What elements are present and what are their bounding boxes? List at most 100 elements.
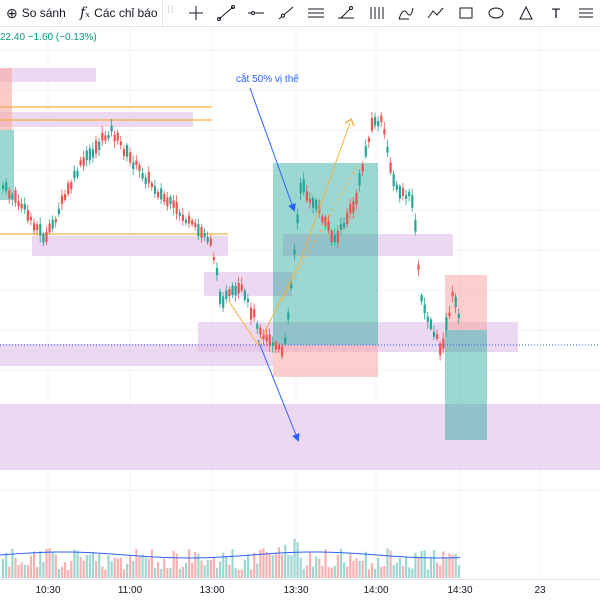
- fib-retracement-tool-icon[interactable]: [365, 3, 387, 23]
- candle-body: [299, 183, 302, 194]
- volume-bar: [194, 552, 197, 578]
- candle-body: [231, 285, 234, 295]
- candle-body: [333, 234, 336, 243]
- candle-body: [54, 218, 57, 223]
- volume-bar: [141, 554, 144, 578]
- volume-bar: [277, 547, 281, 578]
- volume-bar: [172, 550, 175, 578]
- projection-dashed: [281, 164, 359, 301]
- candle-body: [240, 284, 243, 291]
- parallel-channel-tool-icon[interactable]: [305, 3, 327, 23]
- candle-body: [436, 334, 439, 339]
- volume-bar: [426, 569, 429, 578]
- candle-body: [401, 188, 405, 196]
- volume-bar: [308, 552, 312, 578]
- volume-bar: [439, 565, 442, 578]
- volume-bar: [445, 557, 448, 578]
- candle-body: [181, 214, 184, 221]
- ray-tool-icon[interactable]: [275, 3, 297, 23]
- candle-body: [200, 227, 203, 238]
- volume-bar: [29, 555, 33, 578]
- settings-list-icon[interactable]: [575, 3, 597, 23]
- ellipse-tool-icon[interactable]: [485, 3, 507, 23]
- candle-body: [405, 195, 408, 199]
- horizontal-line-tool-icon[interactable]: [245, 3, 267, 23]
- candle-body: [169, 196, 172, 205]
- candle-body: [383, 128, 386, 135]
- candle-body: [67, 183, 70, 195]
- candle-body: [305, 191, 308, 201]
- candle-body: [11, 194, 14, 200]
- candle-body: [73, 170, 76, 179]
- pitchfork-tool-icon[interactable]: [335, 3, 357, 23]
- candle-body: [417, 264, 420, 270]
- volume-bar: [157, 562, 160, 578]
- position-tools: [0, 106, 600, 440]
- volume-bar: [293, 538, 296, 578]
- volume-bar: [312, 566, 315, 578]
- candle-body: [70, 182, 73, 190]
- candle-body: [98, 141, 101, 150]
- chart-annotation: cắt 50% vị thế: [236, 74, 299, 85]
- volume-bar: [392, 565, 395, 578]
- volume-bar: [48, 548, 51, 578]
- volume-bar: [290, 555, 293, 578]
- rectangle-tool-icon[interactable]: [455, 3, 477, 23]
- volume-bar: [206, 560, 209, 578]
- candle-body: [364, 146, 367, 157]
- volume-bar: [95, 561, 98, 578]
- volume-bar: [188, 549, 191, 578]
- candle-body: [51, 219, 54, 229]
- time-axis-label: 13:00: [199, 585, 225, 596]
- candle-body: [432, 331, 436, 337]
- volume-bar: [259, 549, 262, 578]
- compare-button[interactable]: ⊕ So sánh: [6, 3, 66, 23]
- candle-body: [45, 231, 48, 242]
- time-axis-label: 14:30: [447, 585, 473, 596]
- volume-bar: [5, 552, 8, 578]
- time-axis-label: 10:30: [35, 585, 61, 596]
- volume-bar: [405, 556, 408, 578]
- indicators-button[interactable]: 𝑓ₓ Các chỉ báo: [80, 3, 158, 23]
- volume-bar: [315, 556, 318, 578]
- candle-body: [355, 192, 358, 205]
- candle-body: [327, 221, 330, 232]
- candle-body: [392, 174, 395, 187]
- volume-bar: [305, 565, 308, 578]
- pattern-tool-icon[interactable]: [425, 3, 447, 23]
- candle-body: [262, 333, 265, 340]
- volume-bar: [60, 566, 64, 578]
- volume-bar: [457, 565, 460, 578]
- volume-bar: [414, 552, 417, 578]
- volume-bar: [423, 550, 426, 578]
- volume-bar: [339, 548, 343, 578]
- drag-handle-icon[interactable]: ⁞⁞: [167, 5, 175, 16]
- candle-body: [315, 199, 318, 210]
- candle-body: [91, 149, 95, 158]
- candle-body: [429, 319, 432, 329]
- text-tool-icon[interactable]: T: [545, 3, 567, 23]
- volume-bar: [163, 558, 166, 578]
- triangle-tool-icon[interactable]: [515, 3, 537, 23]
- time-axis[interactable]: 10:30 11:00 13:00 13:30 14:00 14:30 23: [0, 579, 600, 601]
- brush-tool-icon[interactable]: [395, 3, 417, 23]
- crosshair-tool-icon[interactable]: [185, 3, 207, 23]
- volume-bar: [389, 550, 392, 578]
- volume-bar: [367, 569, 370, 578]
- volume-bar: [417, 556, 420, 578]
- volume-bar: [250, 569, 253, 578]
- volume-bar: [265, 552, 268, 578]
- candle-body: [256, 323, 259, 329]
- top-toolbar: ⊕ So sánh 𝑓ₓ Các chỉ báo ⁞⁞ T: [0, 0, 600, 27]
- target-arrow: [257, 339, 300, 442]
- volume-bar: [98, 554, 101, 578]
- candle-body: [166, 197, 169, 207]
- volume-bar: [296, 542, 299, 578]
- trend-line-tool-icon[interactable]: [215, 3, 237, 23]
- candle-body: [243, 290, 246, 300]
- candle-body: [454, 296, 457, 308]
- volume-bar: [442, 551, 445, 578]
- volume-bar: [454, 553, 457, 578]
- candle-body: [312, 197, 315, 208]
